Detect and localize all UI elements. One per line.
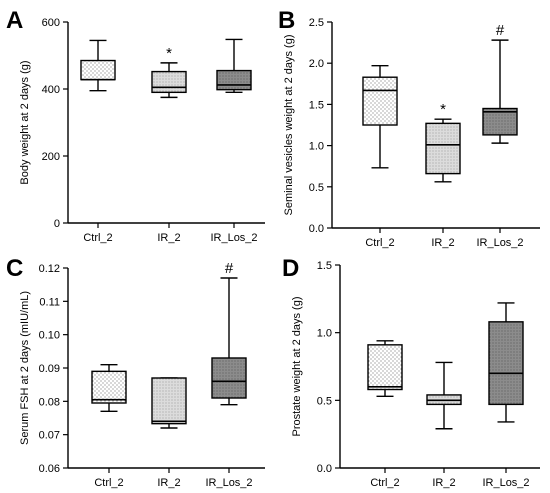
panel-c-x-tick-label: IR_2 bbox=[157, 477, 180, 489]
panel-a-x-tick-label: IR_Los_2 bbox=[210, 232, 257, 244]
panel-d-y-tick-label: 1.5 bbox=[317, 260, 332, 272]
panel-c-y-tick-label: 0.08 bbox=[39, 396, 60, 408]
panel-a-y-tick-label: 400 bbox=[42, 84, 60, 96]
panel-c-y-tick-label: 0.10 bbox=[39, 330, 60, 342]
panel-b-x-tick-label: Ctrl_2 bbox=[365, 237, 394, 249]
panel-a-significance-mark: * bbox=[166, 45, 172, 62]
panel-b-letter: B bbox=[278, 7, 295, 34]
panel-b-box-2 bbox=[425, 122, 461, 175]
panel-b-box-3 bbox=[482, 107, 518, 136]
panel-d-box-3 bbox=[488, 321, 524, 406]
panel-c-y-tick-label: 0.11 bbox=[39, 296, 60, 308]
panel-a-x-tick-label: IR_2 bbox=[157, 232, 180, 244]
panel-b-x-tick-label: IR_2 bbox=[431, 237, 454, 249]
panel-d-box-1 bbox=[367, 344, 403, 391]
panel-b-y-tick-label: 0.5 bbox=[309, 182, 324, 194]
panel-c-box-3 bbox=[211, 357, 247, 399]
panel-b-y-tick-label: 1.5 bbox=[309, 99, 324, 111]
panel-c-y-tick-label: 0.12 bbox=[39, 263, 60, 275]
panel-c-x-tick-label: Ctrl_2 bbox=[94, 477, 123, 489]
panel-a-box-3 bbox=[216, 69, 252, 91]
panel-a-y-tick-label: 200 bbox=[42, 151, 60, 163]
panel-b-y-tick-label: 2.5 bbox=[309, 17, 324, 29]
panel-a-box-1 bbox=[80, 59, 116, 81]
panel-a-y-tick-label: 0 bbox=[54, 218, 60, 230]
panel-b-box-1 bbox=[362, 76, 398, 126]
panel-a-x-tick-label: Ctrl_2 bbox=[83, 232, 112, 244]
panel-b-y-tick-label: 0.0 bbox=[309, 223, 324, 235]
panel-d-x-tick-label: Ctrl_2 bbox=[370, 477, 399, 489]
panel-c-x-tick-label: IR_Los_2 bbox=[205, 477, 252, 489]
panel-a-box-2 bbox=[151, 70, 187, 94]
panel-c-box-1 bbox=[91, 370, 127, 404]
panel-d-x-tick-label: IR_Los_2 bbox=[482, 477, 529, 489]
panel-b-significance-mark: # bbox=[496, 22, 505, 39]
panel-d-y-tick-label: 1.0 bbox=[317, 328, 332, 340]
panel-c-y-tick-label: 0.06 bbox=[39, 463, 60, 475]
panel-d-y-tick-label: 0.0 bbox=[317, 463, 332, 475]
panel-d-y-tick-label: 0.5 bbox=[317, 395, 332, 407]
panel-c-y-axis-label: Serum FSH at 2 days (mIU/mL) bbox=[19, 291, 31, 445]
panel-c-letter: C bbox=[6, 255, 23, 282]
panel-b-y-tick-label: 2.0 bbox=[309, 58, 324, 70]
panel-d-x-tick-label: IR_2 bbox=[432, 477, 455, 489]
panel-d-letter: D bbox=[282, 255, 299, 282]
panel-b-y-axis-label: Seminal vesicles weight at 2 days (g) bbox=[283, 35, 295, 216]
panel-b-significance-mark: * bbox=[440, 101, 446, 118]
panel-b-x-tick-label: IR_Los_2 bbox=[476, 237, 523, 249]
panel-d-y-axis-label: Prostate weight at 2 days (g) bbox=[291, 296, 303, 436]
panel-c-y-tick-label: 0.09 bbox=[39, 363, 60, 375]
panel-c-significance-mark: # bbox=[225, 260, 234, 277]
panel-b-y-tick-label: 1.0 bbox=[309, 141, 324, 153]
panel-c-box-2 bbox=[151, 377, 187, 425]
panel-a-y-axis-label: Body weight at 2 days (g) bbox=[19, 60, 31, 184]
panel-a-letter: A bbox=[6, 7, 23, 34]
panel-a-y-tick-label: 600 bbox=[42, 17, 60, 29]
panel-c-y-tick-label: 0.07 bbox=[39, 430, 60, 442]
